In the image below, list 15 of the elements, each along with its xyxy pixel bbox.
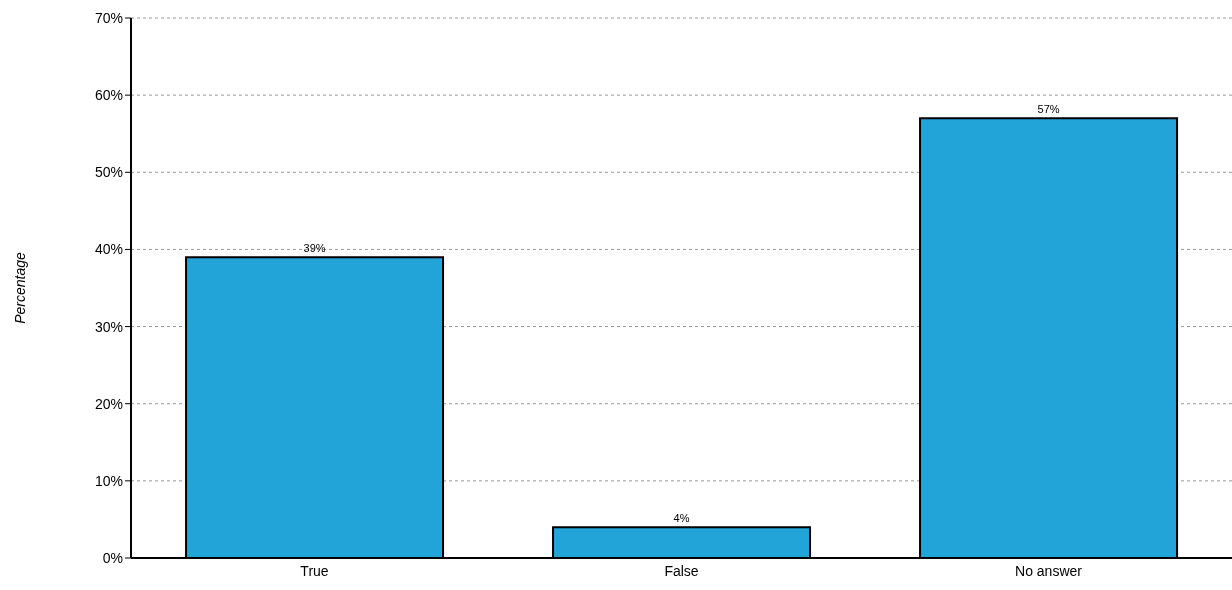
y-tick-label: 50% [94, 164, 123, 181]
y-tick-label: 20% [94, 395, 123, 412]
x-tick-label: True [300, 562, 329, 579]
y-axis-title: Percentage [11, 251, 28, 324]
data-label: 4% [673, 512, 690, 525]
data-label: 57% [1037, 103, 1060, 116]
y-tick-label: 60% [94, 87, 123, 104]
data-label: 39% [303, 242, 326, 255]
y-tick-label: 70% [94, 9, 123, 26]
x-tick-label: No answer [1015, 562, 1083, 579]
y-tick-label: 0% [102, 549, 123, 566]
y-tick-label: 10% [94, 472, 123, 489]
y-tick-label: 30% [94, 318, 123, 335]
x-tick-label: False [664, 562, 699, 579]
y-tick-label: 40% [94, 241, 123, 258]
